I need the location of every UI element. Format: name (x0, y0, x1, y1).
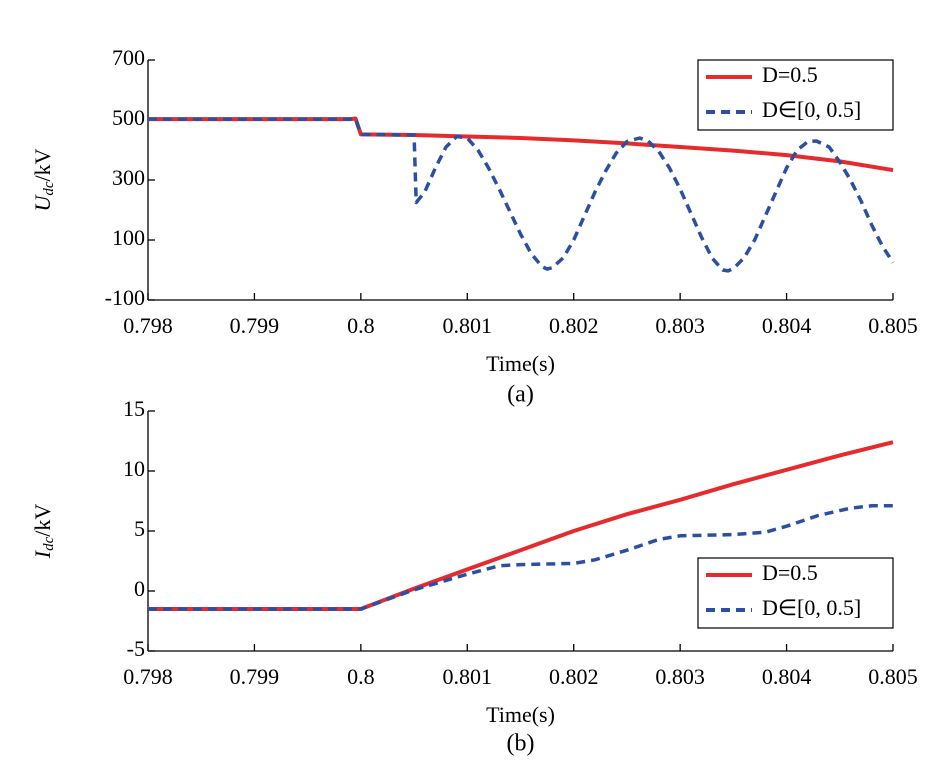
y-tick-label: 700 (112, 45, 145, 70)
x-tick-label: 0.802 (549, 313, 599, 338)
x-tick-label: 0.803 (655, 313, 705, 338)
subtitle: (b) (507, 731, 535, 757)
y-axis-title-symbol: U (30, 194, 55, 212)
y-tick-label: 0 (134, 576, 145, 601)
x-axis-title: Time(s) (486, 702, 555, 727)
x-tick-label: 0.805 (868, 313, 918, 338)
x-tick-label: 0.8 (347, 313, 375, 338)
subtitle: (a) (507, 382, 534, 408)
y-axis-title-unit: /kV (30, 504, 55, 537)
legend-box (697, 557, 894, 629)
legend-box (697, 59, 894, 131)
y-tick-label: 100 (112, 225, 145, 250)
y-axis-title: Idc/kV (30, 504, 57, 560)
legend-label: D∈[0, 0.5] (762, 97, 861, 122)
x-tick-label: 0.798 (123, 664, 173, 689)
x-tick-label: 0.799 (230, 313, 280, 338)
y-tick-label: 500 (112, 105, 145, 130)
y-tick-label: 15 (123, 396, 145, 421)
x-tick-label: 0.804 (762, 664, 812, 689)
y-axis-title-symbol: I (30, 549, 55, 559)
legend-label: D=0.5 (762, 560, 818, 585)
x-tick-label: 0.8 (347, 664, 375, 689)
y-axis-title-subscript: dc (41, 181, 57, 196)
y-tick-label: 5 (134, 516, 145, 541)
y-tick-label: -100 (105, 285, 145, 310)
x-axis-title: Time(s) (486, 351, 555, 376)
x-tick-label: 0.801 (443, 313, 493, 338)
data-line (148, 504, 893, 611)
x-tick-label: 0.799 (230, 664, 280, 689)
x-tick-label: 0.804 (762, 313, 812, 338)
y-axis-title: Udc/kV (30, 148, 57, 211)
x-tick-label: 0.801 (443, 664, 493, 689)
y-tick-label: -5 (127, 636, 145, 661)
y-axis-title-unit: /kV (30, 148, 55, 181)
x-tick-label: 0.803 (655, 664, 705, 689)
legend-label: D∈[0, 0.5] (762, 595, 861, 620)
y-axis-title-subscript: dc (41, 536, 57, 551)
x-tick-label: 0.798 (123, 313, 173, 338)
data-line (148, 116, 895, 273)
legend-label: D=0.5 (762, 62, 818, 87)
y-tick-label: 300 (112, 165, 145, 190)
y-tick-label: 10 (123, 456, 145, 481)
x-tick-label: 0.805 (868, 664, 918, 689)
x-tick-label: 0.802 (549, 664, 599, 689)
